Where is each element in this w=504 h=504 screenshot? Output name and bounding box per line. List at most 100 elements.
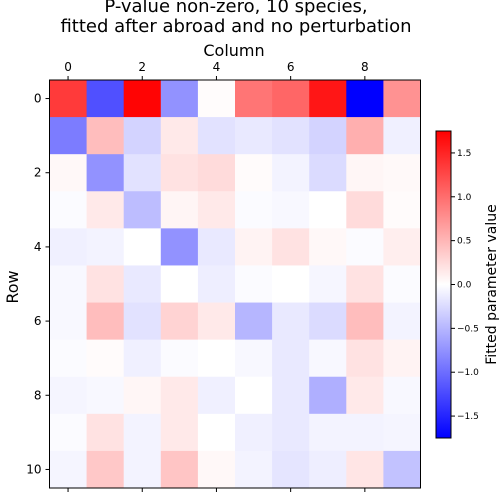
heatmap-cell [309, 339, 347, 378]
heatmap-cell [86, 302, 125, 341]
heatmap-cell [123, 80, 162, 118]
y-tick-label: 4 [34, 240, 42, 254]
heatmap-cell [49, 450, 87, 489]
heatmap-cell [235, 228, 273, 266]
heatmap-cell [160, 191, 199, 229]
heatmap-cell [49, 154, 87, 192]
heatmap-cell [272, 413, 310, 452]
heatmap-cell [309, 80, 347, 118]
heatmap-cell [160, 117, 199, 155]
heatmap-cell [123, 413, 162, 452]
y-tick-label: 0 [34, 92, 42, 106]
x-tick-label: 0 [64, 60, 72, 74]
colorbar-tick-label: 1.5 [457, 149, 471, 159]
heatmap-cell [309, 117, 347, 155]
heatmap-cell [235, 450, 273, 489]
heatmap-cell [346, 191, 384, 229]
heatmap-cell [235, 302, 273, 341]
heatmap-cell [235, 117, 273, 155]
heatmap-cell [160, 376, 199, 415]
heatmap-cell [272, 154, 310, 192]
heatmap-cell [160, 228, 199, 266]
heatmap-cell [235, 80, 273, 118]
heatmap-cell [235, 154, 273, 192]
heatmap-cell [309, 228, 347, 266]
colorbar-tick-label: −1.0 [457, 368, 479, 378]
heatmap-cell [346, 413, 384, 452]
heatmap-cell [86, 376, 125, 415]
heatmap-cell [123, 450, 162, 489]
heatmap-cell [383, 302, 421, 341]
heatmap-cell [383, 339, 421, 378]
y-axis-label: Row [3, 270, 22, 303]
heatmap-cell [346, 339, 384, 378]
heatmap-cell [86, 450, 125, 489]
y-axis-ticks: 0 2 4 6 8 10 [26, 92, 50, 476]
heatmap-cell [160, 265, 199, 303]
heatmap-cell [383, 413, 421, 452]
colorbar-tick-label: −0.5 [457, 324, 479, 334]
heatmap-cell [86, 228, 125, 266]
heatmap-cell [272, 302, 310, 341]
heatmap-cell [235, 191, 273, 229]
heatmap-cell [346, 265, 384, 303]
heatmap-cell [197, 154, 236, 192]
heatmap-cell [272, 376, 310, 415]
heatmap-cell [197, 413, 236, 452]
heatmap-cell [309, 191, 347, 229]
heatmap-cell [123, 265, 162, 303]
heatmap-cell [383, 228, 421, 266]
heatmap-cell [160, 339, 199, 378]
y-tick-label: 8 [34, 388, 42, 402]
heatmap-cell [346, 80, 384, 118]
heatmap-cell [160, 413, 199, 452]
heatmap-cell [346, 302, 384, 341]
colorbar-ticks: 1.5 1.0 0.5 0.0 −0.5 −1.0 −1.5 [451, 149, 479, 422]
heatmap-cell [309, 302, 347, 341]
heatmap-cell [197, 191, 236, 229]
heatmap-cell [346, 228, 384, 266]
x-tick-label: 6 [287, 60, 295, 74]
heatmap-cell [49, 228, 87, 266]
heatmap-cell [272, 450, 310, 489]
x-axis-label: Column [203, 41, 264, 60]
heatmap-cell [346, 450, 384, 489]
x-tick-label: 8 [361, 60, 369, 74]
heatmap-cell [383, 80, 421, 118]
heatmap-cell [86, 117, 125, 155]
heatmap-cell [160, 450, 199, 489]
y-tick-label: 2 [34, 166, 42, 180]
plot-frame [49, 79, 421, 489]
heatmap-cell [123, 228, 162, 266]
heatmap-cell [383, 154, 421, 192]
y-tick-label: 10 [26, 462, 41, 476]
heatmap-cell [197, 265, 236, 303]
heatmap-cell [49, 413, 87, 452]
heatmap-cell [272, 117, 310, 155]
heatmap-cell [49, 376, 87, 415]
heatmap-cell [86, 265, 125, 303]
x-tick-label: 2 [138, 60, 146, 74]
heatmap-cell [86, 191, 125, 229]
heatmap-cell [383, 265, 421, 303]
heatmap-cell [160, 302, 199, 341]
heatmap-cell [49, 80, 87, 118]
heatmap-cell [383, 450, 421, 489]
colorbar-tick-label: −1.5 [457, 412, 479, 422]
heatmap-cell [235, 376, 273, 415]
heatmap-cells [49, 80, 421, 489]
heatmap-cell [123, 191, 162, 229]
heatmap-cell [272, 339, 310, 378]
heatmap-cell [197, 117, 236, 155]
heatmap-cell [309, 413, 347, 452]
heatmap-cell [160, 80, 199, 118]
chart-title-line-1: P-value non-zero, 10 species, [104, 0, 367, 17]
heatmap-cell [197, 376, 236, 415]
y-tick-label: 6 [34, 314, 42, 328]
heatmap-cell [86, 339, 125, 378]
heatmap-cell [123, 154, 162, 192]
heatmap-cell [309, 154, 347, 192]
x-tick-label: 4 [213, 60, 221, 74]
colorbar-label: Fitted parameter value [484, 204, 500, 364]
